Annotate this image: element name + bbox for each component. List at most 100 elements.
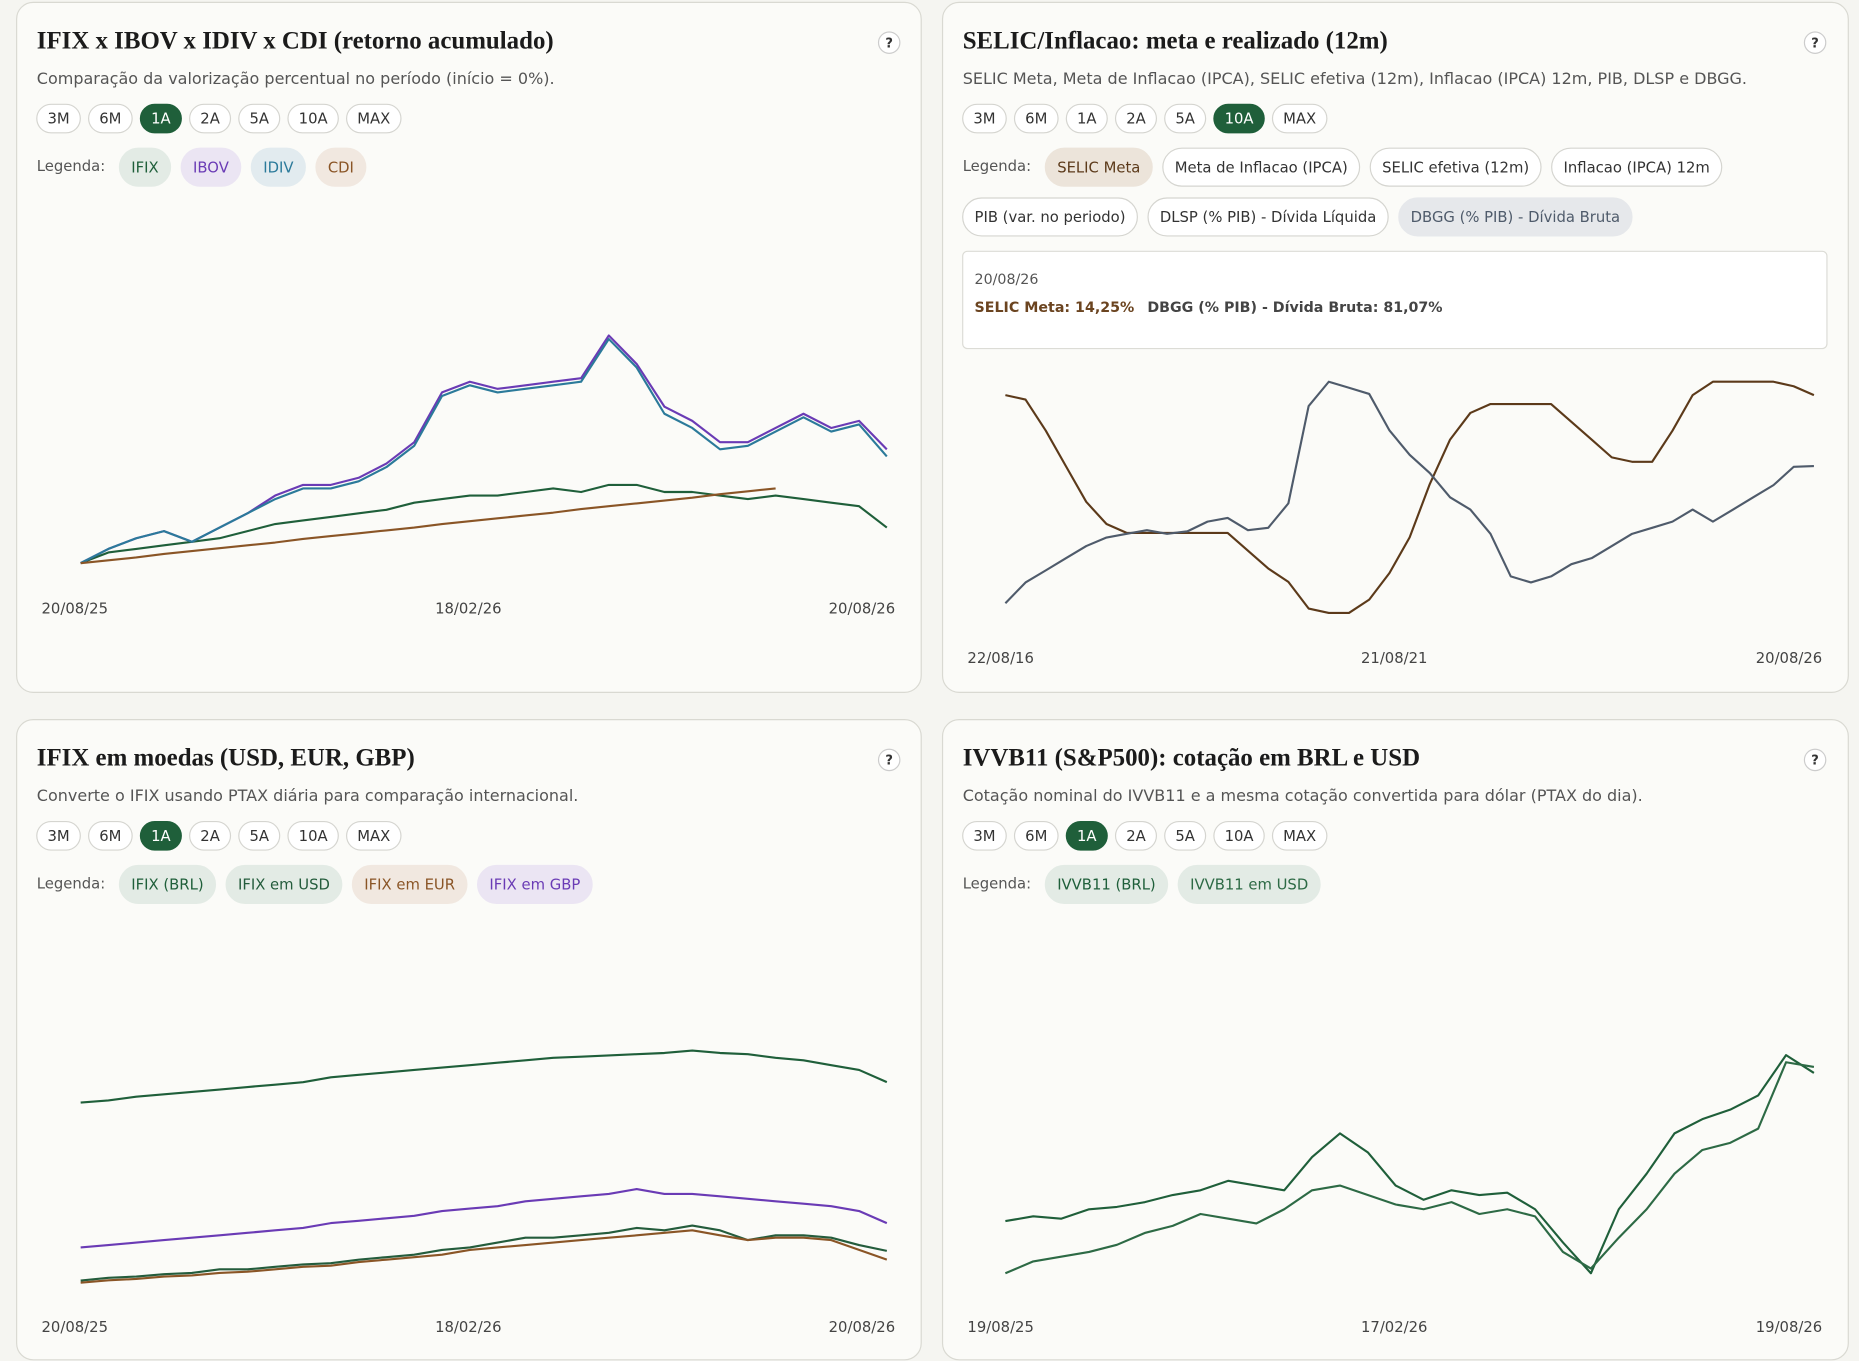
legend-item[interactable]	[1147, 197, 1389, 237]
range-button-label[interactable]: 1A	[151, 111, 171, 128]
help-icon[interactable]	[1803, 31, 1827, 54]
range-button-label[interactable]: 3M	[973, 111, 995, 128]
help-icon-label[interactable]: ?	[1811, 754, 1819, 769]
range-button[interactable]	[1213, 103, 1265, 134]
legend-item-label[interactable]: IVVB11 (BRL)	[1057, 877, 1156, 894]
range-button-label[interactable]: 6M	[99, 828, 121, 845]
range-button-label[interactable]: 1A	[151, 828, 171, 845]
legend-item[interactable]	[225, 864, 343, 904]
legend-item-label[interactable]: IBOV	[193, 159, 229, 176]
range-button[interactable]	[88, 820, 133, 851]
series-line	[1004, 1061, 1815, 1275]
range-button[interactable]	[1065, 103, 1108, 134]
range-button-label[interactable]: 5A	[1175, 828, 1195, 845]
range-button[interactable]	[1164, 820, 1207, 851]
range-button[interactable]	[287, 103, 339, 134]
range-button-label[interactable]: 1A	[1077, 111, 1097, 128]
range-button[interactable]	[345, 820, 402, 851]
range-button[interactable]	[189, 103, 232, 134]
range-button-label[interactable]: 6M	[99, 111, 121, 128]
range-button[interactable]	[1065, 820, 1108, 851]
range-button[interactable]	[139, 820, 182, 851]
legend-item[interactable]	[476, 864, 593, 904]
legend-item[interactable]	[351, 864, 468, 904]
help-icon-label[interactable]: ?	[885, 754, 893, 769]
legend-item[interactable]	[1044, 147, 1153, 187]
range-button[interactable]	[238, 820, 281, 851]
x-tick-label: 17/02/26	[1361, 1319, 1427, 1336]
range-button-label[interactable]: MAX	[1283, 111, 1316, 128]
legend-item-label[interactable]: IFIX	[131, 159, 158, 176]
range-button[interactable]	[1164, 103, 1207, 134]
range-button-label[interactable]: 10A	[1225, 828, 1254, 845]
range-button[interactable]	[36, 103, 81, 134]
range-button[interactable]	[1013, 103, 1059, 134]
help-icon[interactable]	[877, 31, 901, 54]
range-button-label[interactable]: MAX	[357, 828, 390, 845]
range-button[interactable]	[36, 820, 81, 851]
legend-item[interactable]	[1044, 864, 1169, 904]
legend-item-label[interactable]: IDIV	[263, 159, 293, 176]
range-button-label[interactable]: 10A	[299, 111, 328, 128]
range-button[interactable]	[962, 820, 1007, 851]
range-button[interactable]	[1013, 820, 1059, 851]
range-button[interactable]	[238, 103, 281, 134]
range-button[interactable]	[345, 103, 402, 134]
range-button[interactable]	[139, 103, 182, 134]
legend-item-label[interactable]: DLSP (% PIB) - Dívida Líquida	[1160, 209, 1376, 226]
legend-item-label[interactable]: DBGG (% PIB) - Dívida Bruta	[1411, 209, 1620, 226]
legend-item-label[interactable]: IFIX em EUR	[364, 877, 455, 894]
range-button[interactable]	[88, 103, 133, 134]
range-button-label[interactable]: MAX	[357, 111, 390, 128]
legend-item[interactable]	[1162, 147, 1361, 187]
range-button-label[interactable]: 3M	[47, 111, 69, 128]
range-button[interactable]	[962, 103, 1007, 134]
range-button-label[interactable]: 2A	[200, 828, 220, 845]
range-button[interactable]	[1271, 103, 1328, 134]
legend-item[interactable]	[118, 864, 217, 904]
range-button-label[interactable]: 5A	[249, 828, 269, 845]
range-button[interactable]	[1114, 820, 1158, 851]
range-button-label[interactable]: 1A	[1077, 828, 1097, 845]
legend-item[interactable]	[118, 147, 172, 187]
range-button-label[interactable]: 2A	[1126, 111, 1146, 128]
range-button-label[interactable]: 10A	[1225, 111, 1254, 128]
range-button-label[interactable]: 6M	[1025, 111, 1047, 128]
range-button[interactable]	[1114, 103, 1158, 134]
range-button-label[interactable]: 2A	[200, 111, 220, 128]
legend-item-label[interactable]: IFIX em GBP	[489, 877, 580, 894]
legend-item[interactable]	[315, 147, 367, 187]
range-button-label[interactable]: MAX	[1283, 828, 1316, 845]
range-button-label[interactable]: 3M	[973, 828, 995, 845]
legend-item[interactable]	[180, 147, 242, 187]
range-button-label[interactable]: 5A	[249, 111, 269, 128]
legend-item-label[interactable]: PIB (var. no periodo)	[975, 209, 1126, 226]
legend-item-label[interactable]: SELIC efetiva (12m)	[1382, 159, 1529, 176]
range-button[interactable]	[287, 820, 339, 851]
range-button-label[interactable]: 10A	[299, 828, 328, 845]
range-button[interactable]	[189, 820, 232, 851]
legend-item-label[interactable]: Inflacao (IPCA) 12m	[1564, 159, 1710, 176]
range-button[interactable]	[1213, 820, 1265, 851]
legend-item-label[interactable]: IVVB11 em USD	[1190, 877, 1308, 894]
help-icon-label[interactable]: ?	[885, 36, 893, 51]
range-button-label[interactable]: 5A	[1175, 111, 1195, 128]
help-icon[interactable]	[877, 748, 901, 772]
help-icon[interactable]	[1803, 748, 1827, 772]
legend-item[interactable]	[962, 197, 1138, 237]
range-button-label[interactable]: 2A	[1126, 828, 1146, 845]
legend-item[interactable]	[1551, 147, 1723, 187]
legend-item-label[interactable]: SELIC Meta	[1057, 159, 1140, 176]
range-button[interactable]	[1271, 820, 1328, 851]
legend-item[interactable]	[1177, 864, 1321, 904]
legend-item-label[interactable]: CDI	[328, 159, 354, 176]
legend-item-label[interactable]: IFIX (BRL)	[131, 877, 203, 894]
legend-item-label[interactable]: Meta de Inflacao (IPCA)	[1175, 159, 1348, 176]
help-icon-label[interactable]: ?	[1811, 36, 1819, 51]
range-button-label[interactable]: 3M	[47, 828, 69, 845]
legend-item[interactable]	[1398, 197, 1633, 237]
legend-item-label[interactable]: IFIX em USD	[238, 877, 330, 894]
range-button-label[interactable]: 6M	[1025, 828, 1047, 845]
legend-item[interactable]	[1369, 147, 1542, 187]
legend-item[interactable]	[250, 147, 306, 187]
